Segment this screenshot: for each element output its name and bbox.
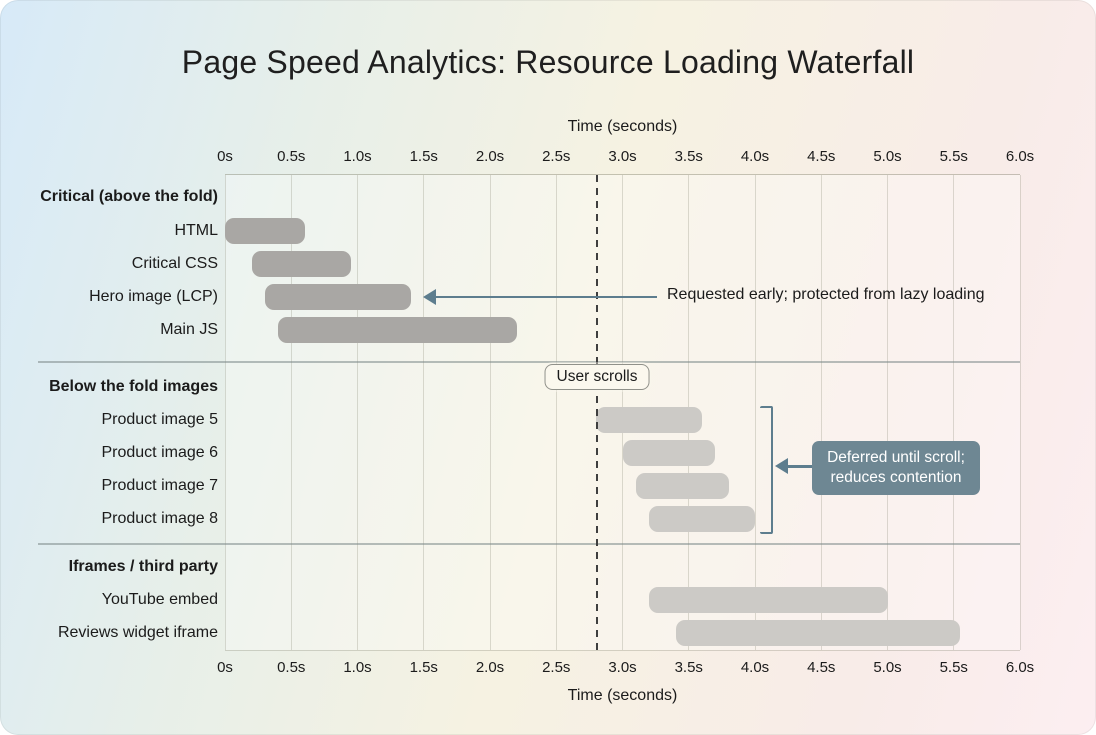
row-label: Product image 7 [101,477,218,494]
user-scrolls-label: User scrolls [544,364,650,390]
gridline [423,175,425,650]
deferred-arrowhead-icon [775,458,788,474]
bottom-tick-label: 2.0s [475,659,505,676]
top-tick-label: 2.0s [475,148,505,165]
resource-bar [264,284,411,310]
bottom-tick-label: 2.5s [542,659,571,676]
top-tick-label: 1.0s [343,148,372,165]
row-label: Main JS [160,321,218,338]
plot-bottom-border [225,650,1020,651]
plot-top-border [225,174,1020,175]
resource-bar [596,407,702,433]
bottom-tick-label: 0.5s [277,659,306,676]
top-tick-label: 4.5s [807,148,836,165]
hero-annotation-text: Requested early; protected from lazy loa… [667,286,985,303]
top-tick-label: 3.0s [608,148,637,165]
gridline [820,175,822,650]
resource-bar [675,620,961,646]
row-label: Hero image (LCP) [89,288,218,305]
bottom-axis-title: Time (seconds) [567,687,678,704]
top-axis-title: Time (seconds) [567,118,678,135]
row-label: Product image 8 [101,510,218,527]
gridline [887,175,888,650]
gridline [489,175,491,650]
section-header-label: Iframes / third party [68,558,218,575]
section-header-label: Below the fold images [49,378,218,395]
resource-bar [649,587,888,613]
deferred-callout-line1: Deferred until scroll; [827,449,965,466]
bottom-tick-label: 3.5s [674,659,703,676]
row-label: Critical CSS [131,255,218,272]
page-title: Page Speed Analytics: Resource Loading W… [181,44,915,80]
bottom-tick-label: 1.5s [409,659,438,676]
bottom-tick-label: 5.0s [873,659,902,676]
resource-bar [225,218,305,244]
row-label: Product image 6 [101,444,218,461]
deferred-callout-line2: reduces contention [830,469,962,486]
user-scroll-marker-line [596,175,598,650]
bottom-tick-label: 4.5s [807,659,836,676]
bottom-tick-label: 6.0s [1005,659,1035,676]
row-label: Product image 5 [101,411,218,428]
top-tick-label: 5.5s [939,148,968,165]
deferred-group-bracket [760,406,773,534]
top-tick-label: 3.5s [674,148,703,165]
top-tick-label: 5.0s [873,148,902,165]
bottom-tick-label: 1.0s [343,659,372,676]
hero-annotation-arrow [434,295,657,298]
gridline [555,175,557,650]
section-divider [38,361,1020,363]
deferred-annotation-arrow [786,465,813,468]
gridline [953,175,955,650]
deferred-callout: Deferred until scroll; reduces contentio… [812,441,980,495]
row-label: Reviews widget iframe [57,624,218,641]
bottom-tick-label: 5.5s [939,659,968,676]
top-tick-label: 0s [217,148,233,165]
bottom-tick-label: 0s [217,659,233,676]
section-header-label: Critical (above the fold) [40,188,218,205]
gridline [1019,175,1021,650]
top-tick-label: 0.5s [277,148,306,165]
gridline [357,175,358,650]
top-tick-label: 4.0s [740,148,770,165]
resource-bar [251,251,351,277]
gridline [754,175,756,650]
bottom-tick-label: 4.0s [740,659,770,676]
resource-bar [649,506,755,532]
bottom-tick-label: 3.0s [608,659,637,676]
row-label: HTML [174,222,218,239]
resource-bar [635,473,729,499]
top-tick-label: 1.5s [409,148,438,165]
row-label: YouTube embed [101,591,218,608]
gridline [290,175,292,650]
section-divider [38,543,1020,545]
resource-bar [278,317,517,343]
hero-arrowhead-icon [423,289,436,305]
gridline [224,175,226,650]
top-tick-label: 6.0s [1005,148,1035,165]
resource-bar [622,440,716,466]
top-tick-label: 2.5s [542,148,571,165]
